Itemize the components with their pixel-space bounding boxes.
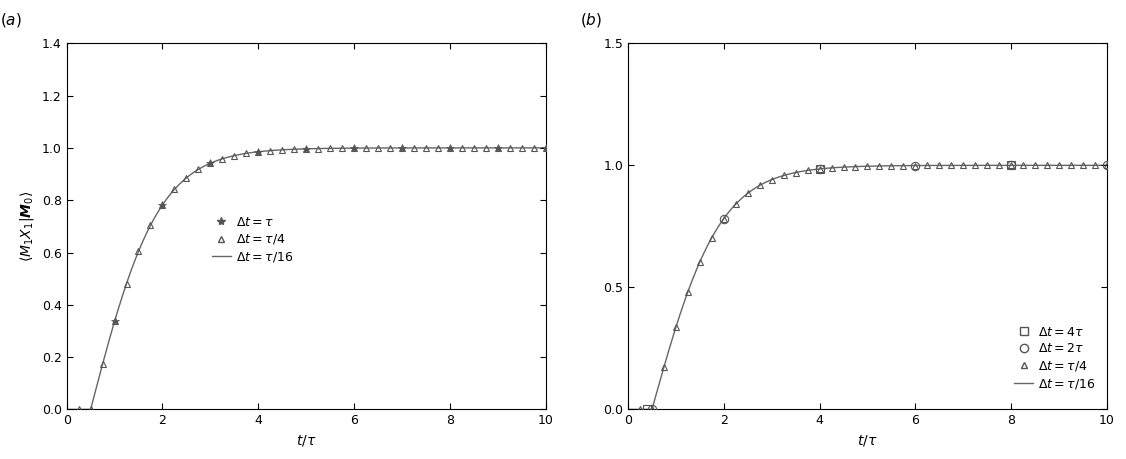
Text: $(a)$: $(a)$: [0, 11, 21, 28]
X-axis label: $t/\tau$: $t/\tau$: [857, 433, 878, 448]
Text: $(b)$: $(b)$: [580, 11, 602, 28]
X-axis label: $t/\tau$: $t/\tau$: [296, 433, 316, 448]
Y-axis label: $\langle M_1 X_1 | \boldsymbol{M}_0 \rangle$: $\langle M_1 X_1 | \boldsymbol{M}_0 \ran…: [18, 190, 36, 262]
Legend: $\Delta t = 4\tau$, $\Delta t = 2\tau$, $\Delta t = \tau/4$, $\Delta t = \tau/16: $\Delta t = 4\tau$, $\Delta t = 2\tau$, …: [1009, 321, 1101, 396]
Legend: $\Delta t = \tau$, $\Delta t = \tau/4$, $\Delta t = \tau/16$: $\Delta t = \tau$, $\Delta t = \tau/4$, …: [207, 211, 298, 269]
